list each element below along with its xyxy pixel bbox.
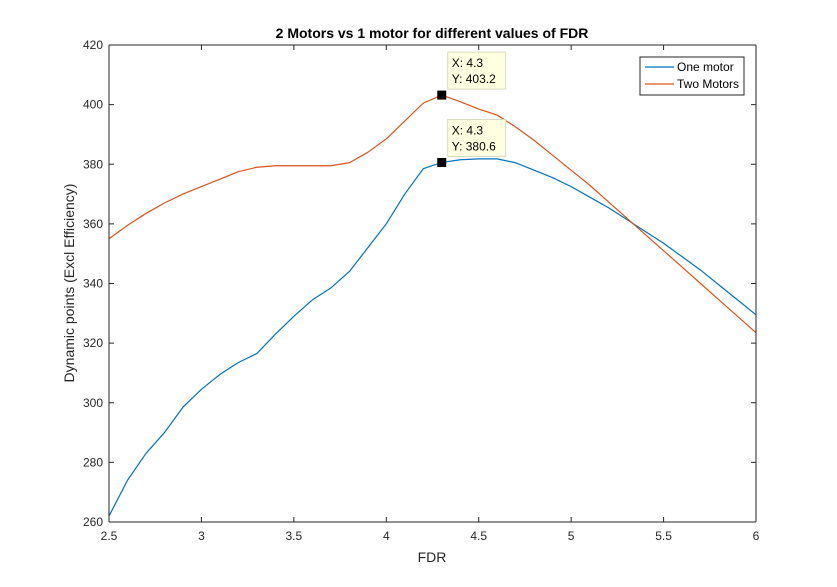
x-tick-label: 5.5 — [655, 529, 672, 543]
datatip-x-label: X: 4.3 — [452, 123, 484, 137]
y-ticks: 260 280 300 320 340 360 380 400 420 — [83, 38, 756, 529]
series-line-two-motors — [108, 94, 757, 334]
series-line-one-motor — [108, 158, 757, 517]
x-tick-label: 3.5 — [286, 529, 303, 543]
datatip-x-label: X: 4.3 — [452, 56, 484, 70]
x-axis-label: FDR — [418, 549, 447, 565]
plot-area — [109, 45, 756, 522]
y-axis-label: Dynamic points (Excl Efficiency) — [61, 184, 77, 383]
y-tick-label: 420 — [83, 38, 103, 52]
x-tick-label: 4.5 — [470, 529, 487, 543]
legend-label-one-motor: One motor — [677, 60, 734, 74]
y-tick-label: 320 — [83, 336, 103, 350]
legend-box — [639, 56, 745, 96]
legend-label-two-motors: Two Motors — [677, 77, 739, 91]
y-tick-label: 360 — [83, 217, 103, 231]
datatip-y-label: Y: 380.6 — [452, 139, 496, 153]
datatip-box — [447, 118, 507, 157]
annotation-layer: X: 4.3 Y: 403.2 X: 4.3 Y: 380.6 — [437, 51, 507, 167]
datatip-box — [447, 51, 507, 90]
x-tick-label: 3 — [198, 529, 205, 543]
y-tick-label: 280 — [83, 455, 103, 469]
x-tick-label: 5 — [568, 529, 575, 543]
datatip-marker[interactable] — [437, 157, 447, 167]
series-layer — [108, 94, 757, 517]
y-tick-label: 400 — [83, 98, 103, 112]
x-ticks: 2.5 3 3.5 4 4.5 5 5.5 6 — [101, 45, 760, 543]
legend: One motor Two Motors — [639, 56, 745, 96]
y-tick-label: 260 — [83, 515, 103, 529]
datatip-marker[interactable] — [437, 90, 447, 100]
y-tick-label: 380 — [83, 157, 103, 171]
datatip-y-label: Y: 403.2 — [452, 72, 496, 86]
x-tick-label: 6 — [753, 529, 760, 543]
y-tick-label: 340 — [83, 277, 103, 291]
y-tick-label: 300 — [83, 396, 103, 410]
chart-title: 2 Motors vs 1 motor for different values… — [276, 25, 589, 41]
x-tick-label: 2.5 — [101, 529, 118, 543]
x-tick-label: 4 — [383, 529, 390, 543]
